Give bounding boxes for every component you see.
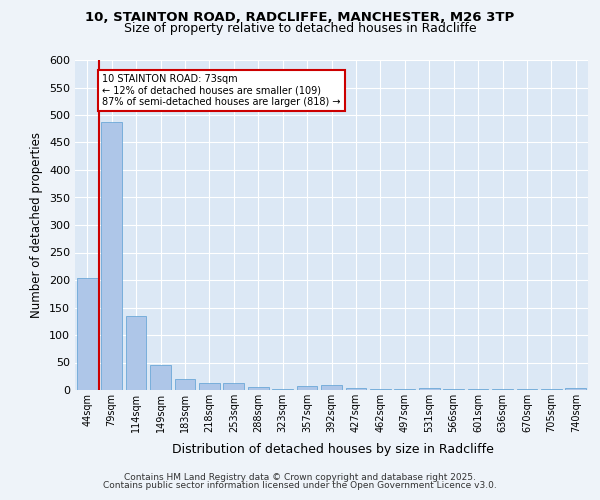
Text: 10, STAINTON ROAD, RADCLIFFE, MANCHESTER, M26 3TP: 10, STAINTON ROAD, RADCLIFFE, MANCHESTER… <box>85 11 515 24</box>
Text: Size of property relative to detached houses in Radcliffe: Size of property relative to detached ho… <box>124 22 476 35</box>
Text: Contains public sector information licensed under the Open Government Licence v3: Contains public sector information licen… <box>103 481 497 490</box>
Text: Contains HM Land Registry data © Crown copyright and database right 2025.: Contains HM Land Registry data © Crown c… <box>124 472 476 482</box>
Bar <box>125 316 146 390</box>
Y-axis label: Number of detached properties: Number of detached properties <box>31 132 43 318</box>
Bar <box>467 389 488 390</box>
Bar <box>150 364 171 390</box>
Bar <box>101 122 122 390</box>
Bar <box>296 386 317 390</box>
Bar <box>175 379 196 390</box>
Bar <box>565 388 586 390</box>
Bar <box>77 278 98 390</box>
Bar <box>272 389 293 390</box>
Bar <box>419 388 440 390</box>
Bar <box>346 388 367 390</box>
Bar <box>199 383 220 390</box>
Bar <box>370 389 391 390</box>
Bar <box>394 389 415 390</box>
Text: Distribution of detached houses by size in Radcliffe: Distribution of detached houses by size … <box>172 442 494 456</box>
Bar <box>248 386 269 390</box>
Bar <box>223 384 244 390</box>
Text: 10 STAINTON ROAD: 73sqm
← 12% of detached houses are smaller (109)
87% of semi-d: 10 STAINTON ROAD: 73sqm ← 12% of detache… <box>103 74 341 107</box>
Bar <box>321 384 342 390</box>
